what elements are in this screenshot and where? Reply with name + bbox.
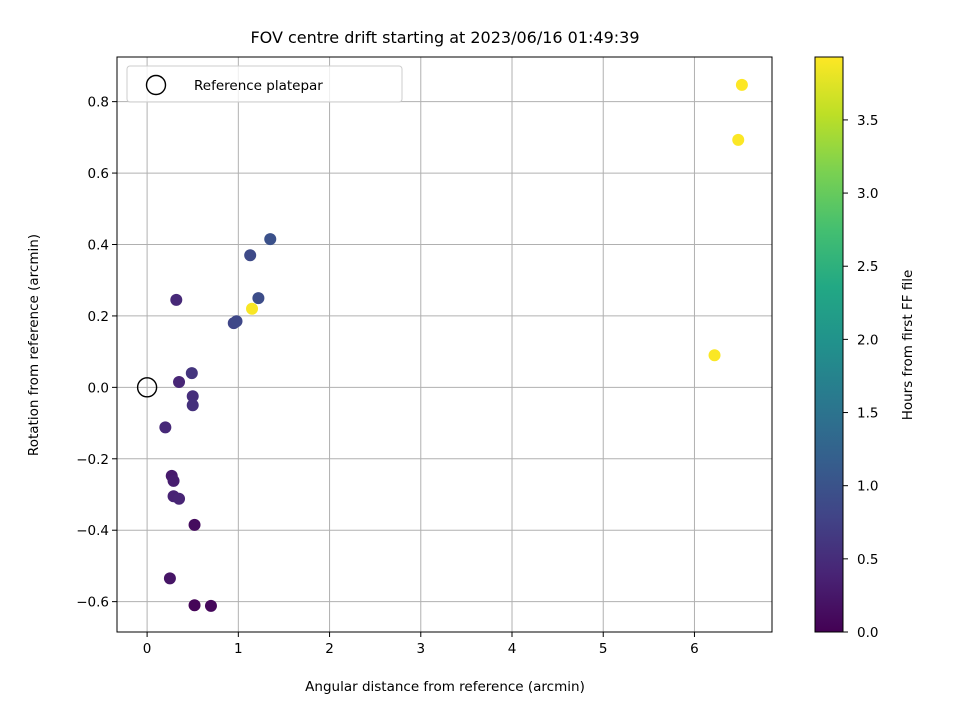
scatter-point [230,315,243,328]
scatter-point [185,367,198,380]
scatter-point [244,249,257,262]
y-tick-label: 0.0 [88,380,109,396]
legend-marker-reference [145,74,167,96]
scatter-point [264,233,277,246]
x-tick-label: 6 [690,641,699,657]
grid-lines [117,57,772,632]
colorbar-label: Hours from first FF file [900,270,916,421]
scatter-point [186,390,199,403]
legend-box [126,65,403,103]
colorbar-tick-label: 0.5 [857,552,878,568]
scatter-point [186,399,199,412]
y-axis-label: Rotation from reference (arcmin) [26,234,42,456]
x-tick-label: 2 [325,641,334,657]
y-tick-label: −0.2 [76,452,109,468]
x-tick-label: 5 [599,641,608,657]
colorbar-tick-label: 3.0 [857,186,878,202]
scatter-point [188,518,201,531]
colorbar-tick-label: 1.5 [857,406,878,422]
colorbar-tick-label: 3.5 [857,113,878,129]
y-tick-label: 0.2 [88,309,109,325]
scatter-point [173,492,186,505]
colorbar-tick-label: 0.0 [857,625,878,641]
x-tick-label: 1 [234,641,243,657]
colorbar-gradient [814,56,844,633]
plot-frame [116,56,773,633]
colorbar-tick-label: 2.5 [857,259,878,275]
x-tick-label: 4 [508,641,517,657]
y-tick-label: −0.4 [76,523,109,539]
colorbar-ticks: 0.0 0.5 1.0 1.5 2.0 2.5 3.0 3.5 [843,113,878,641]
colorbar-tick-label: 1.0 [857,479,878,495]
colorbar: 0.0 0.5 1.0 1.5 2.0 2.5 3.0 3.5 Hours from firs… [814,56,916,641]
scatter-point [167,474,180,487]
scatter-point [170,293,183,306]
y-tick-label: −0.6 [76,595,109,611]
plot-area: 0 1 2 3 4 5 6 −0.6 −0.4 −0.2 0.0 0.2 0.4 0.6 0.8 [76,56,773,657]
legend: Reference platepar [126,65,403,103]
scatter-point [173,376,186,388]
y-tick-label: 0.6 [88,166,109,182]
scatter-point [252,292,265,305]
scatter-point [708,349,721,362]
y-axis-ticks: −0.6 −0.4 −0.2 0.0 0.2 0.4 0.6 0.8 [76,95,117,611]
scatter-point [163,572,176,585]
y-tick-label: 0.4 [88,238,109,254]
y-tick-label: 0.8 [88,95,109,111]
scatter-point [188,599,201,612]
chart-title: FOV centre drift starting at 2023/06/16 … [250,28,639,47]
scatter-point [246,302,259,315]
colorbar-tick-label: 2.0 [857,332,878,348]
x-axis-label: Angular distance from reference (arcmin) [305,679,585,695]
scatter-point [159,421,172,434]
x-tick-label: 0 [143,641,152,657]
scatter-point [204,599,217,612]
x-tick-label: 3 [416,641,425,657]
scatter-point [732,133,745,146]
legend-label-reference: Reference platepar [194,78,323,94]
reference-point [136,377,158,398]
x-axis-ticks: 0 1 2 3 4 5 6 [143,632,699,657]
scatter-point [735,78,748,91]
data-points [159,78,748,612]
